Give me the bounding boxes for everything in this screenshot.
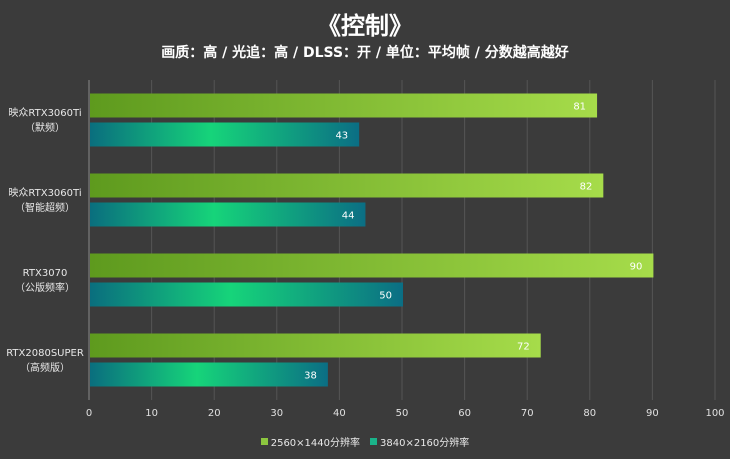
x-tick-label-40: 40 bbox=[333, 408, 346, 419]
data-label-0-2: 90 bbox=[630, 262, 643, 273]
category-label-0-1: （默频） bbox=[25, 121, 65, 134]
bar-1-2 bbox=[90, 282, 403, 307]
data-label-0-1: 82 bbox=[580, 182, 593, 193]
bar-0-0 bbox=[90, 93, 598, 118]
data-label-0-3: 72 bbox=[517, 342, 530, 353]
legend-label-series0: 2560×1440分辨率 bbox=[270, 438, 360, 449]
data-label-0-0: 81 bbox=[573, 102, 586, 113]
bar-1-0 bbox=[90, 122, 360, 147]
category-label-3-0: RTX2080SUPER bbox=[6, 348, 84, 359]
data-label-1-1: 44 bbox=[342, 211, 355, 222]
x-tick-label-100: 100 bbox=[705, 408, 724, 419]
data-label-1-3: 38 bbox=[304, 371, 317, 382]
legend-item-series1: 3840×2160分辨率 bbox=[370, 434, 469, 449]
legend: 2560×1440分辨率 3840×2160分辨率 bbox=[0, 434, 730, 449]
x-tick-label-70: 70 bbox=[521, 408, 534, 419]
labels: 81 43 映众RTX3060Ti （默频） 82 44 映众RTX3060Ti （智能超频）… bbox=[6, 102, 642, 382]
x-tick-label-30: 30 bbox=[270, 408, 283, 419]
legend-item-series0: 2560×1440分辨率 bbox=[260, 434, 360, 449]
x-tick-label-80: 80 bbox=[583, 408, 596, 419]
x-tick-label-90: 90 bbox=[646, 408, 659, 419]
category-label-0-0: 映众RTX3060Ti bbox=[8, 107, 81, 119]
x-tick-label-50: 50 bbox=[396, 408, 409, 419]
category-label-1-0: 映众RTX3060Ti bbox=[8, 187, 81, 199]
legend-swatch-series0 bbox=[260, 438, 268, 445]
x-tick-label-60: 60 bbox=[458, 408, 471, 419]
bar-1-1 bbox=[90, 202, 366, 227]
legend-label-series1: 3840×2160分辨率 bbox=[380, 438, 470, 449]
chart-title: 《控制》 bbox=[317, 12, 413, 40]
bar-0-3 bbox=[90, 333, 541, 358]
data-label-1-2: 50 bbox=[379, 291, 392, 302]
bar-0-1 bbox=[90, 173, 604, 198]
category-label-2-0: RTX3070 bbox=[23, 268, 68, 279]
legend-swatch-series1 bbox=[370, 438, 377, 445]
category-label-2-1: （公版频率） bbox=[15, 281, 75, 294]
bar-0-2 bbox=[90, 253, 654, 278]
x-tick-label-0: 0 bbox=[86, 408, 92, 419]
bar-1-3 bbox=[90, 362, 328, 387]
category-label-1-1: （智能超频） bbox=[15, 201, 75, 214]
x-tick-label-20: 20 bbox=[208, 408, 221, 419]
x-tick-label-10: 10 bbox=[145, 408, 158, 419]
category-label-3-1: （高频版） bbox=[20, 361, 70, 374]
chart-subtitle: 画质：高 / 光追：高 / DLSS：开 / 单位：平均帧 / 分数越高越好 bbox=[161, 45, 569, 61]
bars bbox=[90, 93, 654, 387]
axes: 0 10 20 30 40 50 60 70 80 90 100 bbox=[86, 80, 725, 419]
data-label-1-0: 43 bbox=[335, 131, 348, 142]
